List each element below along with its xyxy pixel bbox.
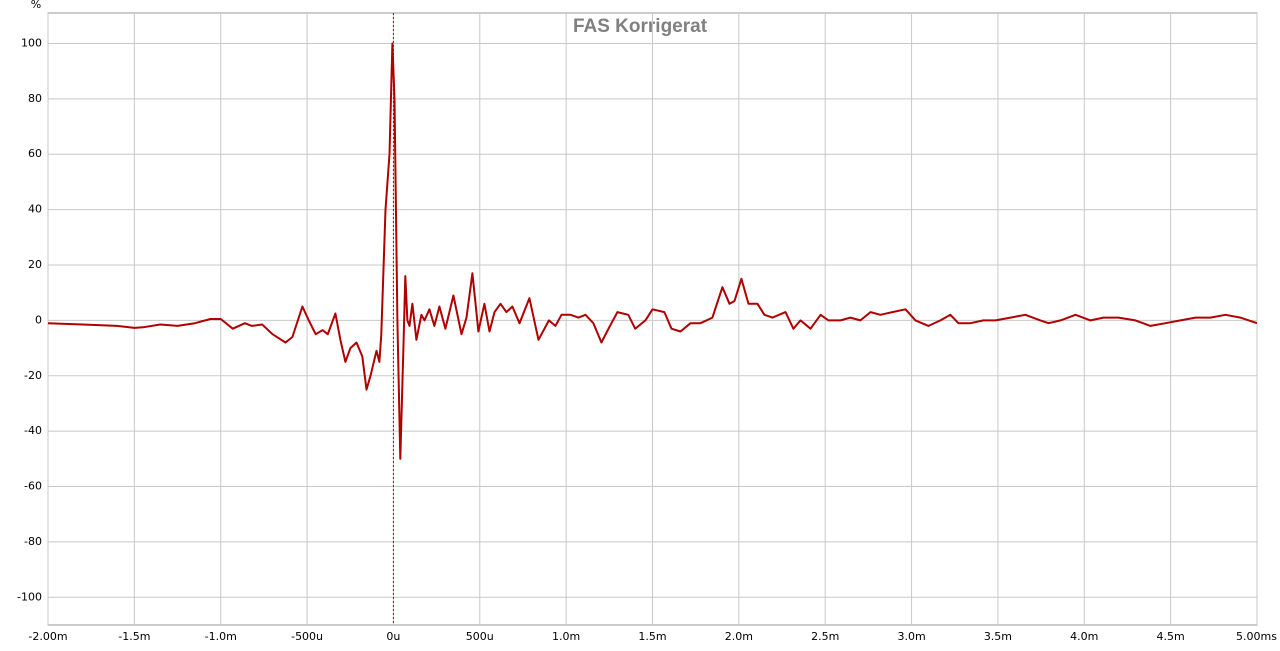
y-tick-label: -80 [24,535,42,548]
x-tick-label: 3.0m [897,630,925,643]
x-tick-label: 3.5m [984,630,1012,643]
y-tick-label: -40 [24,424,42,437]
y-tick-label: 20 [28,258,42,271]
chart-title: FAS Korrigerat [573,16,708,37]
x-tick-label: 500u [466,630,494,643]
y-tick-label: 80 [28,92,42,105]
y-tick-label: 100 [21,36,42,49]
x-tick-label: 5.00ms [1236,630,1277,643]
x-tick-label: 0u [386,630,400,643]
y-tick-label: -20 [24,369,42,382]
x-tick-label: 1.5m [638,630,666,643]
y-tick-label: -100 [17,590,42,603]
x-tick-label: 2.5m [811,630,839,643]
impulse-line [47,42,1258,460]
x-tick-label: 4.0m [1070,630,1098,643]
y-tick-label: 0 [35,313,42,326]
x-tick-label: -1.0m [205,630,237,643]
x-tick-label: 2.0m [725,630,753,643]
x-tick-label: 4.5m [1157,630,1185,643]
x-tick-label: 1.0m [552,630,580,643]
x-tick-label: -500u [291,630,323,643]
y-unit: % [31,0,41,11]
x-tick-label: -1.5m [118,630,150,643]
y-tick-label: 60 [28,147,42,160]
y-tick-label: -60 [24,480,42,493]
x-tick-label: -2.00m [28,630,67,643]
y-tick-label: 40 [28,203,42,216]
